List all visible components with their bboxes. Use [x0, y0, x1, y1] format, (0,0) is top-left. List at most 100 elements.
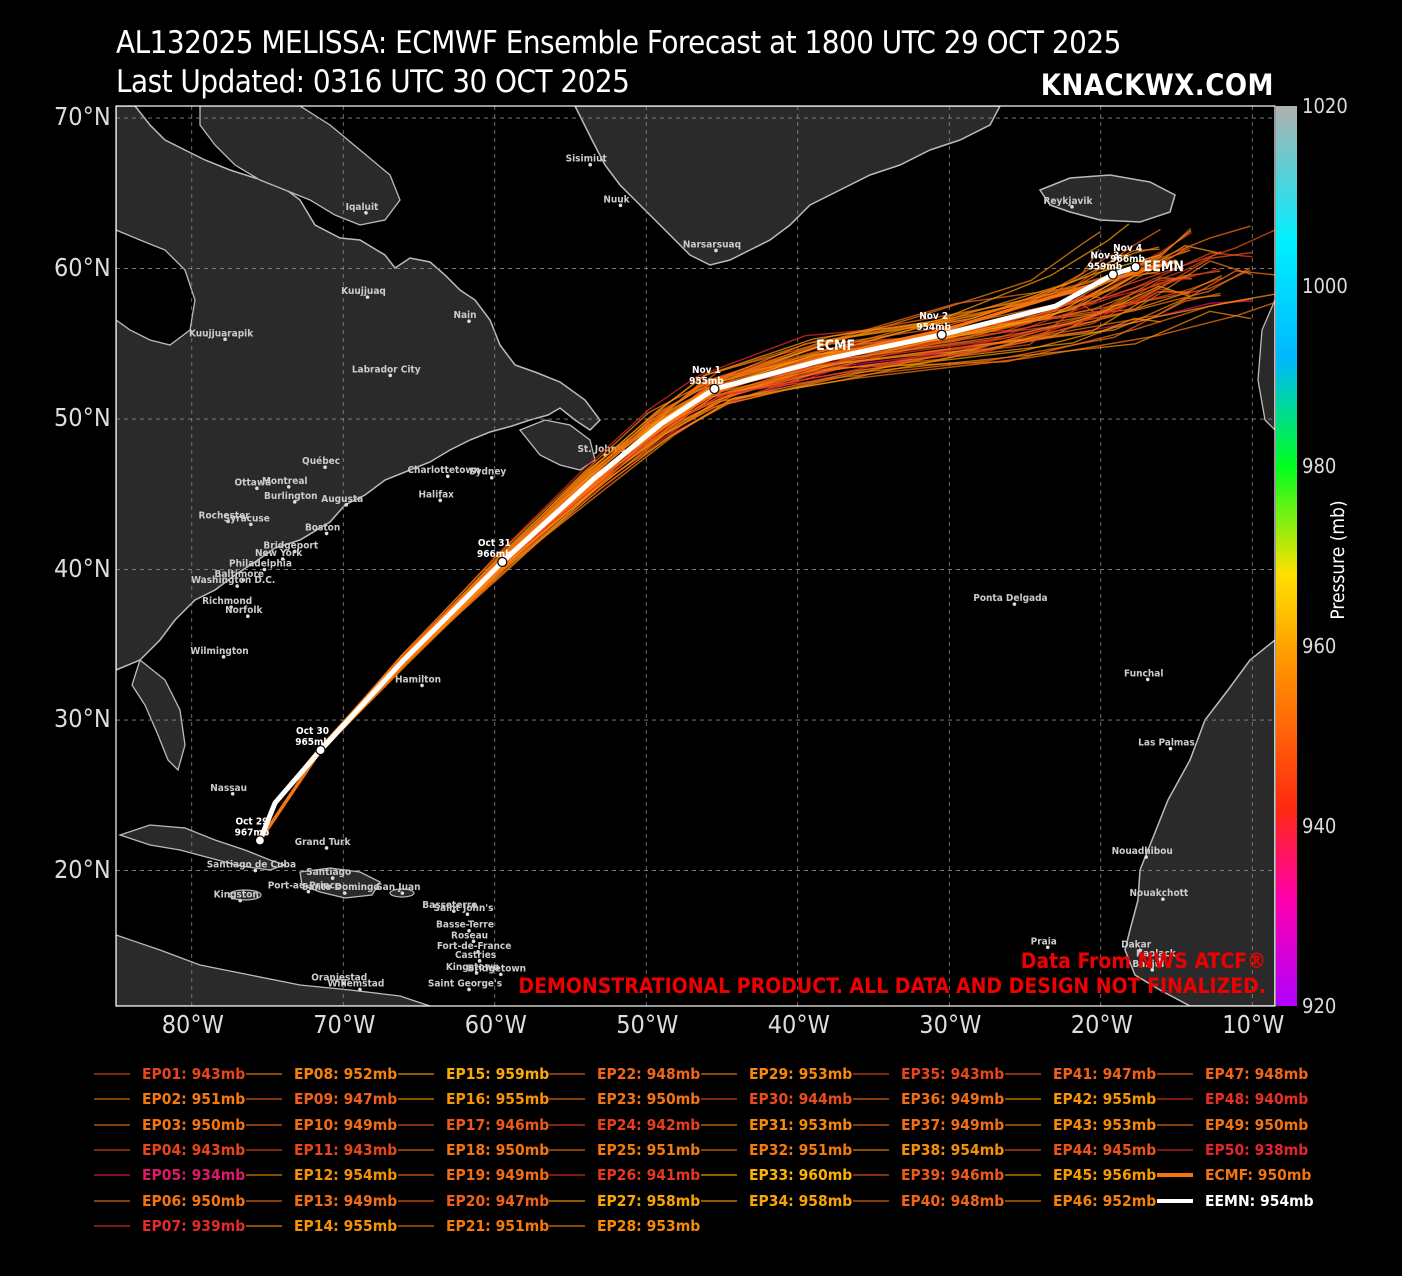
city-marker	[588, 162, 593, 167]
city-label: Roseau	[451, 930, 488, 941]
city-label: Ponta Delgada	[973, 593, 1047, 604]
city-label: Santiago	[306, 867, 351, 878]
forecast-date-label: Oct 31	[478, 538, 511, 549]
city-marker	[229, 605, 233, 609]
legend-label: EP12: 954mb	[294, 1166, 398, 1185]
greenland	[574, 106, 1001, 266]
legend-swatch	[246, 1199, 282, 1202]
legend-swatch	[1157, 1073, 1193, 1075]
forecast-point	[1130, 261, 1141, 273]
city-label: Montreal	[262, 476, 308, 487]
city-label: Banjul	[1132, 959, 1164, 970]
legend-item: EP18: 950mb	[398, 1138, 549, 1162]
legend-item: EP43: 953mb	[1005, 1113, 1156, 1137]
city-marker	[324, 531, 329, 536]
city-label: Oranjestad	[311, 972, 367, 983]
city-marker	[474, 971, 479, 975]
city-label: Saint George's	[428, 978, 502, 989]
title-line-2: Last Updated: 0316 UTC 30 OCT 2025	[116, 64, 630, 100]
legend-label: EP36: 949mb	[901, 1090, 1005, 1109]
europe-land	[1257, 299, 1275, 431]
city-marker	[226, 519, 230, 524]
hudson-bay	[116, 229, 196, 346]
legend-item: EP12: 954mb	[246, 1163, 397, 1187]
legend-label: EP25: 951mb	[597, 1140, 701, 1159]
legend-item: EP37: 949mb	[853, 1113, 1004, 1137]
legend-label: EP22: 948mb	[597, 1065, 701, 1083]
legend-label: EP48: 940mb	[1205, 1090, 1309, 1109]
city-label: Syracuse	[224, 513, 270, 524]
legend-item: EP07: 939mb	[94, 1214, 245, 1238]
city-marker	[223, 337, 227, 342]
legend-item: EEMN: 954mb	[1157, 1189, 1314, 1213]
lat-label: 30°N	[54, 704, 111, 734]
iceland	[1038, 174, 1176, 223]
lat-lon-grid	[116, 106, 1275, 1006]
legend-label: EP11: 943mb	[294, 1140, 398, 1159]
city-label: Bridgetown	[468, 963, 527, 974]
legend-label: EP01: 943mb	[142, 1065, 246, 1083]
disclaimer-text: DEMONSTRATIONAL PRODUCT. ALL DATA AND DE…	[518, 974, 1266, 998]
legend-swatch	[853, 1123, 889, 1126]
city-label: Santo Domingo	[302, 882, 380, 893]
legend-label: EP47: 948mb	[1205, 1065, 1309, 1083]
city-label: Nassau	[210, 783, 247, 794]
city-marker	[1161, 897, 1165, 901]
legend-swatch	[549, 1199, 585, 1202]
city-label: Dakar	[1121, 939, 1152, 950]
forecast-date-label: Nov 3	[1090, 251, 1119, 262]
jamaica	[228, 889, 262, 901]
legend-item: EP44: 945mb	[1005, 1138, 1156, 1162]
legend-item: EP02: 951mb	[94, 1087, 245, 1111]
legend-item: EP23: 950mb	[549, 1087, 700, 1111]
legend-swatch	[1157, 1148, 1193, 1151]
forecast-pressure-label: 966mb	[1110, 254, 1145, 265]
legend-label: EP02: 951mb	[142, 1090, 246, 1109]
ecmf-label: ECMF	[816, 338, 855, 354]
lat-label: 50°N	[54, 403, 111, 433]
city-label: Castries	[455, 950, 496, 961]
legend-item: EP15: 959mb	[398, 1062, 549, 1086]
city-marker	[476, 950, 480, 954]
city-marker	[324, 846, 329, 850]
legend-item: EP49: 950mb	[1157, 1113, 1308, 1137]
legend-item: EP25: 951mb	[549, 1138, 700, 1162]
city-label: Sydney	[469, 467, 506, 478]
city-label: New York	[255, 548, 303, 559]
legend-label: EP24: 942mb	[597, 1115, 701, 1134]
legend-label: EP43: 953mb	[1053, 1115, 1157, 1134]
city-marker	[230, 791, 235, 796]
forecast-date-label: Oct 30	[296, 726, 329, 737]
legend-label: EP23: 950mb	[597, 1090, 701, 1109]
city-marker	[467, 319, 471, 324]
city-marker	[1158, 957, 1162, 962]
legend-swatch	[94, 1073, 130, 1075]
city-marker	[1145, 677, 1150, 682]
legend-label: EP39: 946mb	[901, 1166, 1005, 1185]
city-marker	[714, 248, 718, 253]
legend-item: EP24: 942mb	[549, 1113, 700, 1137]
city-marker	[467, 987, 471, 992]
legend-swatch	[246, 1073, 282, 1075]
legend-item: EP29: 953mb	[701, 1062, 852, 1086]
legend-swatch	[1157, 1173, 1193, 1178]
city-marker	[438, 498, 443, 503]
legend-item: EP06: 950mb	[94, 1189, 245, 1213]
forecast-pressure-label: 959mb	[1088, 262, 1123, 273]
legend-swatch	[1005, 1148, 1041, 1151]
legend-swatch	[94, 1224, 130, 1227]
legend-item: EP11: 943mb	[246, 1138, 397, 1162]
legend-item: EP50: 938mb	[1157, 1138, 1308, 1162]
forecast-pressure-label: 955mb	[689, 376, 724, 387]
legend-swatch	[1005, 1098, 1041, 1101]
florida	[131, 658, 186, 772]
forecast-date-label: Nov 4	[1113, 243, 1142, 254]
city-label: Praia	[1031, 936, 1057, 947]
legend-label: EP44: 945mb	[1053, 1140, 1157, 1159]
city-marker	[253, 868, 258, 873]
city-label: Fort-de-France	[437, 941, 512, 952]
city-label: Richmond	[202, 596, 252, 607]
legend-label: EP21: 951mb	[446, 1216, 550, 1235]
legend-swatch	[398, 1123, 434, 1126]
